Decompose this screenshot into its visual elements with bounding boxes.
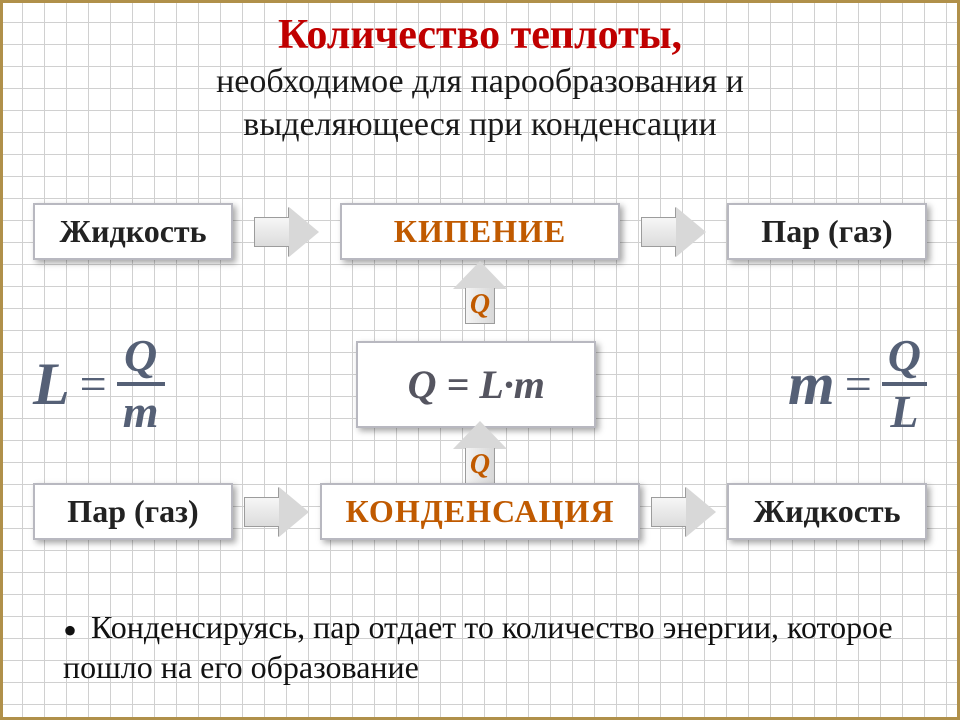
- den-m: m: [117, 389, 165, 435]
- arrow-right-icon: [641, 207, 707, 257]
- box-gas-top: Пар (газ): [727, 203, 927, 260]
- box-liquid-top: Жидкость: [33, 203, 233, 260]
- title-sub: необходимое для парообразования и выделя…: [3, 61, 957, 146]
- num-Q2: Q: [882, 333, 927, 379]
- q-label-top: Q: [466, 288, 494, 322]
- arrow-up-q-bottom: Q: [453, 421, 507, 485]
- formula-L: L = Q m: [33, 333, 165, 435]
- arrow-right-icon: [254, 207, 320, 257]
- eq-sign: =: [80, 357, 107, 412]
- footer-note: • Конденсируясь, пар отдает то количеств…: [63, 607, 917, 687]
- box-gas-bottom: Пар (газ): [33, 483, 233, 540]
- row-condensation: Пар (газ) КОНДЕНСАЦИЯ Жидкость: [3, 483, 957, 540]
- title-main-text: Количество теплоты: [278, 12, 671, 58]
- den-L: L: [884, 389, 924, 435]
- fraction-m: Q L: [882, 333, 927, 435]
- box-condensation: КОНДЕНСАЦИЯ: [320, 483, 640, 540]
- box-liquid-bottom: Жидкость: [727, 483, 927, 540]
- eq-sign: =: [845, 357, 872, 412]
- footer-text: Конденсируясь, пар отдает то количество …: [63, 609, 893, 685]
- title-block: Количество теплоты, необходимое для паро…: [3, 3, 957, 146]
- fraction-L: Q m: [117, 333, 165, 435]
- formula-main: Q = L·m: [356, 341, 596, 428]
- formula-m: m = Q L: [788, 333, 927, 435]
- bullet-icon: •: [63, 608, 77, 653]
- row-formulas: L = Q m Q = L·m m = Q L: [3, 333, 957, 435]
- lhs-L: L: [33, 350, 70, 419]
- title-comma: ,: [671, 12, 682, 58]
- arrow-up-q-top: Q: [453, 261, 507, 325]
- num-Q: Q: [118, 333, 163, 379]
- title-main: Количество теплоты,: [3, 11, 957, 59]
- q-label-bottom: Q: [466, 448, 494, 482]
- title-sub-line1: необходимое для парообразования и: [216, 63, 744, 100]
- title-sub-line2: выделяющееся при конденсации: [243, 106, 716, 143]
- lhs-m: m: [788, 350, 835, 419]
- arrow-right-icon: [244, 487, 310, 537]
- arrow-right-icon: [651, 487, 717, 537]
- row-boiling: Жидкость КИПЕНИЕ Пар (газ): [3, 203, 957, 260]
- box-boiling: КИПЕНИЕ: [340, 203, 620, 260]
